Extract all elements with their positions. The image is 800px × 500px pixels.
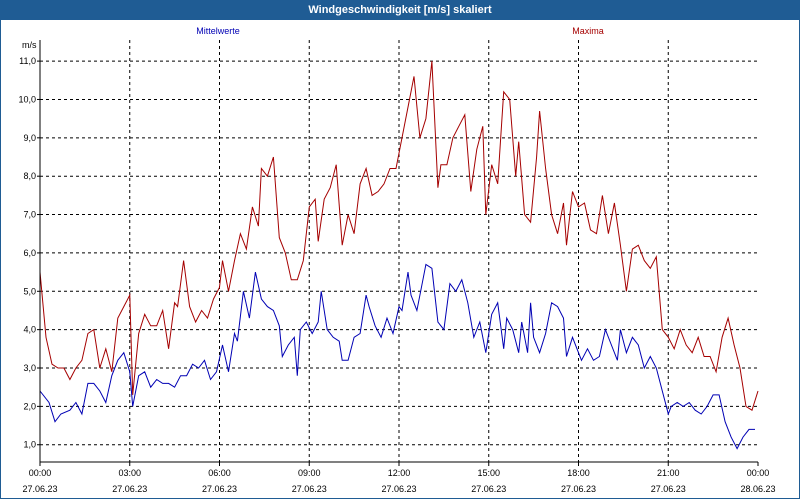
x-tick-time-label: 00:00: [747, 468, 770, 478]
grid-lines: [40, 40, 758, 462]
x-tick-time-label: 12:00: [388, 468, 411, 478]
x-tick-time-label: 03:00: [118, 468, 141, 478]
y-tick-label: 8,0: [23, 171, 36, 181]
x-tick-date-label: 27.06.23: [651, 484, 686, 494]
y-tick-label: 6,0: [23, 248, 36, 258]
x-tick-date-label: 27.06.23: [292, 484, 327, 494]
x-tick-date-label: 27.06.23: [202, 484, 237, 494]
series-line-mittelwerte: [39, 263, 755, 450]
x-tick-time-label: 15:00: [477, 468, 500, 478]
y-tick-label: 2,0: [23, 401, 36, 411]
x-tick-time-label: 00:00: [29, 468, 52, 478]
y-tick-label: 5,0: [23, 286, 36, 296]
series-line-maxima: [39, 61, 759, 411]
y-tick-label: 9,0: [23, 133, 36, 143]
x-tick-date-label: 27.06.23: [112, 484, 147, 494]
y-tick-label: 10,0: [18, 94, 36, 104]
series-lines: [39, 61, 759, 450]
x-tick-date-label: 27.06.23: [381, 484, 416, 494]
y-axis-ticks: 1,0 2,0 3,0 4,0 5,0 6,0 7,0 8,0 9,0 10,0 11,0: [18, 56, 40, 450]
y-axis-unit-label: m/s: [22, 40, 37, 50]
x-tick-time-label: 06:00: [208, 468, 231, 478]
y-tick-label: 4,0: [23, 325, 36, 335]
x-tick-time-label: 21:00: [657, 468, 680, 478]
x-tick-date-label: 27.06.23: [561, 484, 596, 494]
y-tick-label: 1,0: [23, 440, 36, 450]
legend-maxima: Maxima: [572, 26, 604, 36]
y-tick-label: 7,0: [23, 210, 36, 220]
y-tick-label: 11,0: [19, 56, 36, 66]
window-title: Windgeschwindigkeit [m/s] skaliert: [0, 0, 800, 20]
x-tick-date-label: 28.06.23: [740, 484, 775, 494]
legend-mittelwerte: Mittelwerte: [196, 26, 240, 36]
x-tick-time-label: 09:00: [298, 468, 321, 478]
y-tick-label: 3,0: [23, 363, 36, 373]
x-tick-date-label: 27.06.23: [471, 484, 506, 494]
x-tick-time-label: 18:00: [567, 468, 590, 478]
x-axis-ticks: 00:00 27.06.23 03:00 27.06.23 06:00 27.06.23 0…: [22, 462, 776, 494]
x-tick-date-label: 27.06.23: [22, 484, 57, 494]
